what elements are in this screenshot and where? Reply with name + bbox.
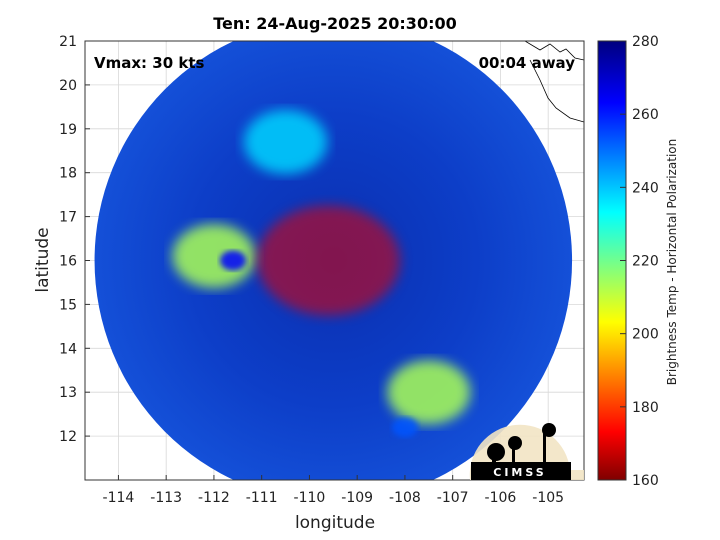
- x-tick-label: -111: [246, 490, 278, 506]
- swath-image: [94, 41, 584, 480]
- x-tick-label: -108: [389, 490, 421, 506]
- y-axis-label: latitude: [33, 227, 53, 292]
- colorbar-tick-label: 220: [632, 254, 659, 270]
- colorbar-tick-label: 160: [632, 473, 659, 489]
- y-tick-label: 20: [59, 78, 77, 94]
- x-tick-label: -112: [198, 490, 230, 506]
- feature-5: [257, 205, 401, 316]
- precip-features: [172, 109, 471, 438]
- x-tick-label: -110: [294, 490, 326, 506]
- y-tick-label: 15: [59, 297, 77, 313]
- chart-title: Ten: 24-Aug-2025 20:30:00: [213, 14, 456, 33]
- y-tick-label: 17: [59, 210, 77, 226]
- cimss-logo: CIMSS: [469, 423, 584, 480]
- feature-3: [387, 360, 471, 425]
- x-tick-label: -105: [532, 490, 564, 506]
- y-tick-label: 13: [59, 385, 77, 401]
- y-tick-label: 14: [59, 341, 77, 357]
- x-tick-label: -106: [485, 490, 517, 506]
- logo-text: CIMSS: [493, 466, 546, 479]
- colorbar-tick-label: 260: [632, 107, 659, 123]
- time-away-text: 00:04 away: [479, 54, 576, 72]
- x-tick-label: -107: [437, 490, 469, 506]
- coastline: [524, 41, 584, 123]
- colorbar-ticks: 160 180 200 220 240 260 280: [620, 34, 659, 489]
- colorbar-tick-label: 280: [632, 34, 659, 50]
- feature-4: [391, 417, 418, 438]
- colorbar-tick-label: 180: [632, 400, 659, 416]
- y-axis-ticks: 12 13 14 15 16 17 18 19 20 21: [59, 34, 90, 445]
- y-tick-label: 16: [59, 254, 77, 270]
- x-tick-label: -109: [341, 490, 373, 506]
- feature-0: [172, 224, 256, 289]
- x-axis-label: longitude: [295, 513, 375, 533]
- vmax-text: Vmax: 30 kts: [94, 54, 204, 72]
- y-tick-label: 19: [59, 122, 77, 138]
- x-axis-ticks: -114 -113 -112 -111 -110 -109 -108 -107 -106 -105: [103, 475, 564, 506]
- feature-1: [220, 250, 247, 271]
- colorbar-tick-label: 240: [632, 180, 659, 196]
- feature-2: [243, 109, 328, 174]
- colorbar-tick-label: 200: [632, 327, 659, 343]
- y-tick-label: 12: [59, 429, 77, 445]
- y-tick-label: 18: [59, 166, 77, 182]
- x-tick-label: -113: [150, 490, 182, 506]
- colorbar-label: Brightness Temp - Horizontal Polarizatio…: [665, 139, 679, 386]
- y-tick-label: 21: [59, 34, 77, 50]
- x-tick-label: -114: [103, 490, 135, 506]
